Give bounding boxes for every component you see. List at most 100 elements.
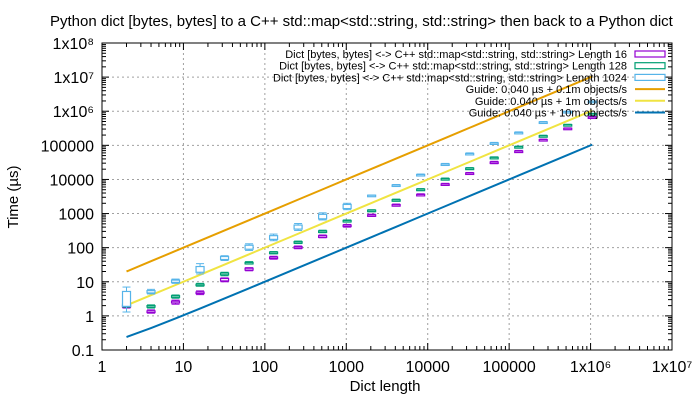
box-plot <box>146 309 156 314</box>
box-plot <box>342 219 352 223</box>
y-tick-label: 100 <box>67 241 94 258</box>
box-plot <box>391 198 401 202</box>
box-plots <box>121 100 597 314</box>
box-body <box>170 295 181 298</box>
box-plot <box>293 223 303 231</box>
box-plot <box>587 112 597 116</box>
y-tick-label: 0.1 <box>72 343 94 360</box>
box-body <box>489 156 499 160</box>
grid <box>102 43 672 350</box>
box-plot <box>587 116 597 120</box>
box-plot <box>489 160 499 165</box>
box-body <box>367 214 377 217</box>
box-body <box>268 235 279 240</box>
box-plot <box>465 171 475 176</box>
box-body <box>342 219 352 223</box>
box-plot <box>244 267 254 272</box>
box-plot <box>170 294 181 299</box>
guide-line <box>126 109 593 307</box>
box-plot <box>342 223 352 228</box>
box-plot <box>465 167 475 171</box>
box-body <box>318 235 328 238</box>
box-plot <box>121 286 132 313</box>
box-plot <box>342 202 352 211</box>
y-axis-label: Time (µs) <box>5 165 22 228</box>
box-plot <box>293 240 303 245</box>
box-plot <box>514 131 524 135</box>
legend-label: Guide: 0.040 µs + 0.1m objects/s <box>466 84 628 96</box>
guide-line <box>126 143 593 338</box>
legend-label: Dict [bytes, bytes] <-> C++ std::map<std… <box>285 49 627 61</box>
box-body <box>121 290 132 307</box>
box-plot <box>514 149 524 154</box>
box-plot <box>146 288 156 295</box>
box-plot <box>219 277 230 283</box>
box-plot <box>268 255 279 260</box>
legend: Dict [bytes, bytes] <-> C++ std::map<std… <box>273 49 666 120</box>
box-plot <box>367 213 377 217</box>
box-body <box>293 246 303 249</box>
box-plot <box>440 182 450 187</box>
box-plot <box>440 162 450 167</box>
y-tick-label: 1 <box>85 309 94 326</box>
legend-label: Guide: 0.040 µs + 1m objects/s <box>475 96 628 108</box>
box-body <box>342 224 352 228</box>
legend-swatch <box>634 73 666 82</box>
guide-line <box>126 75 593 273</box>
box-plot <box>538 120 548 125</box>
box-plot <box>489 141 499 145</box>
box-body <box>416 193 426 197</box>
box-body <box>514 131 524 135</box>
box-plot <box>416 193 426 197</box>
box-plot <box>367 209 377 213</box>
box-plot <box>489 156 499 160</box>
box-plot <box>318 234 328 239</box>
box-plot <box>367 194 377 198</box>
box-plot <box>318 229 328 234</box>
box-body <box>465 152 475 156</box>
box-body <box>293 224 303 230</box>
box-body <box>489 161 499 165</box>
plot-frame <box>101 42 673 351</box>
box-body <box>563 124 573 127</box>
box-plot <box>195 290 205 296</box>
box-body <box>146 290 156 294</box>
y-tick-label: 1000 <box>58 207 94 224</box>
box-body <box>440 177 450 181</box>
box-body <box>440 163 450 167</box>
box-body <box>318 213 328 220</box>
box-plot <box>318 212 328 221</box>
box-body <box>440 183 450 187</box>
box-plot <box>244 243 254 251</box>
box-body <box>587 113 597 116</box>
box-plot <box>244 261 254 265</box>
box-plot <box>170 299 181 305</box>
box-body <box>268 256 279 260</box>
box-body <box>587 116 597 120</box>
box-body <box>416 188 426 192</box>
box-plot <box>587 100 597 104</box>
box-body <box>195 265 205 273</box>
box-body <box>367 209 377 213</box>
box-body <box>195 283 205 287</box>
box-plot <box>170 278 181 284</box>
box-plot <box>195 263 205 275</box>
box-body <box>563 127 573 131</box>
legend-swatch <box>634 50 666 58</box>
y-tick-label: 10 <box>76 275 94 292</box>
box-body <box>391 184 401 188</box>
guide-lines <box>126 75 593 338</box>
x-tick-label: 100000 <box>482 359 535 376</box>
box-body <box>268 251 279 255</box>
box-plot <box>293 245 303 250</box>
box-body <box>244 267 254 271</box>
box-plot <box>563 127 573 131</box>
box-body <box>219 272 230 276</box>
box-body <box>465 167 475 171</box>
box-plot <box>538 134 548 138</box>
x-tick-label: 1 <box>98 359 107 376</box>
box-body <box>538 138 548 142</box>
box-body <box>170 279 181 283</box>
y-tick-label: 1x10⁷ <box>54 70 95 87</box>
